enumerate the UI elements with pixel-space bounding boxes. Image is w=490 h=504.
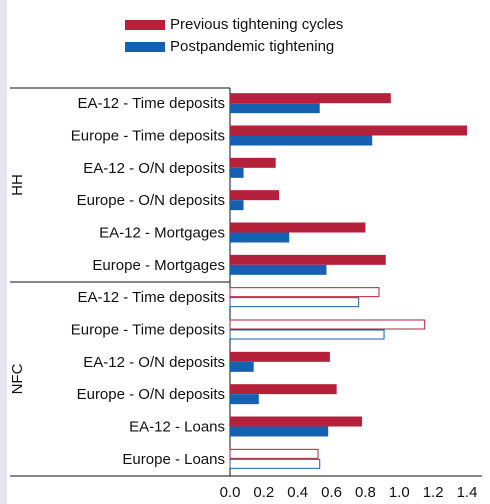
legend-label: Postpandemic tightening — [170, 38, 334, 55]
bar — [230, 103, 320, 114]
bar — [229, 297, 360, 308]
y-tick-label: Europe - O/N deposits — [77, 386, 225, 403]
bar — [230, 416, 363, 427]
group-label: NFC — [9, 363, 26, 394]
bar — [230, 125, 467, 136]
y-tick-label: Europe - O/N deposits — [77, 192, 225, 209]
x-tick-label: 0.4 — [287, 484, 308, 501]
bar — [230, 426, 329, 437]
x-tick-label: 1.4 — [457, 484, 478, 501]
bar — [229, 287, 380, 298]
y-tick-label: Europe - Time deposits — [71, 321, 225, 338]
legend-label: Previous tightening cycles — [170, 16, 343, 33]
bar — [230, 254, 386, 265]
bar — [230, 222, 366, 233]
side-strip — [0, 0, 7, 504]
bar — [230, 167, 244, 178]
bar — [230, 384, 337, 395]
y-tick-label: EA-12 - Loans — [129, 418, 225, 435]
x-tick-label: 0.8 — [355, 484, 376, 501]
bar — [229, 329, 385, 340]
bar — [230, 361, 254, 372]
bar — [229, 458, 321, 469]
bar — [230, 264, 327, 275]
y-tick-label: Europe - Mortgages — [92, 257, 225, 274]
bar — [230, 157, 276, 168]
bar — [229, 319, 426, 330]
x-tick-label: 0.6 — [321, 484, 342, 501]
y-tick-label: EA-12 - Time deposits — [77, 95, 225, 112]
bar — [229, 448, 319, 459]
x-tick-label: 0.0 — [220, 484, 241, 501]
legend-swatch — [125, 20, 165, 30]
y-tick-label: Europe - Time deposits — [71, 127, 225, 144]
x-tick-label: 1.0 — [389, 484, 410, 501]
x-tick-label: 1.2 — [423, 484, 444, 501]
y-tick-label: EA-12 - O/N deposits — [83, 160, 225, 177]
y-tick-label: EA-12 - Mortgages — [99, 224, 225, 241]
group-label: HH — [9, 174, 26, 196]
bar — [230, 93, 391, 104]
legend-swatch — [125, 42, 165, 52]
y-tick-label: Europe - Loans — [122, 451, 225, 468]
bar — [230, 190, 280, 201]
bar — [230, 200, 244, 211]
x-tick-label: 0.2 — [253, 484, 274, 501]
y-tick-label: EA-12 - O/N deposits — [83, 354, 225, 371]
y-tick-label: EA-12 - Time deposits — [77, 289, 225, 306]
bar — [230, 135, 373, 146]
bar — [230, 394, 259, 405]
bar — [230, 232, 290, 243]
bar — [230, 351, 330, 362]
